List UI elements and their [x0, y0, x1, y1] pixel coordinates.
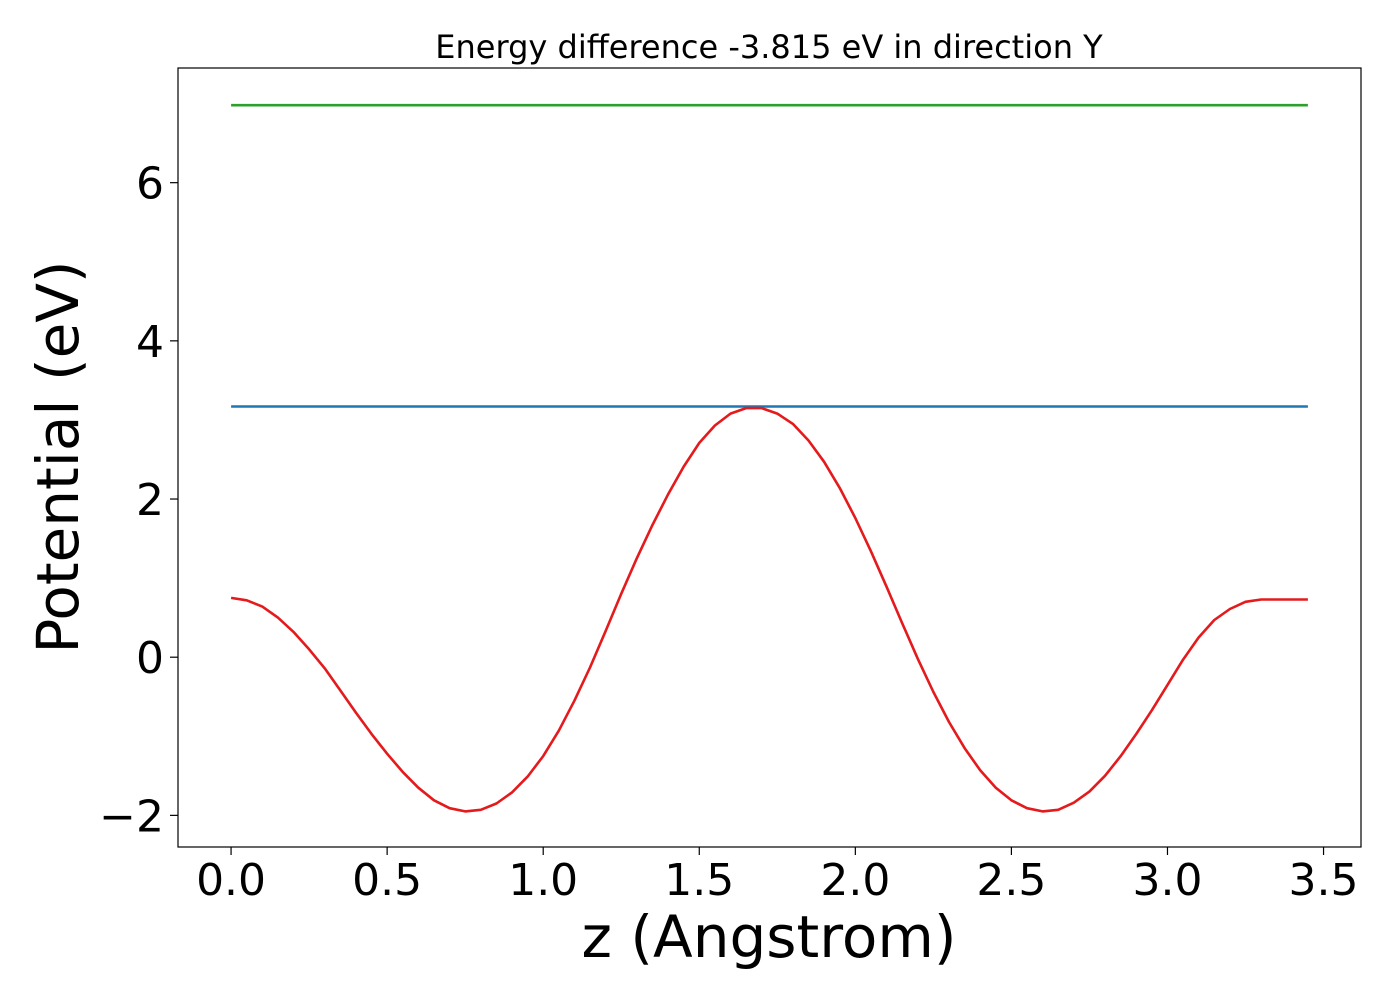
series-layer [230, 103, 1308, 813]
y-tick-label: 4 [136, 317, 164, 368]
x-tick-label: 0.5 [352, 855, 422, 906]
x-tick-label: 1.5 [664, 855, 734, 906]
x-axis-label: z (Angstrom) [582, 903, 957, 971]
x-tick-label: 3.5 [1289, 855, 1359, 906]
x-tick-label: 2.0 [820, 855, 890, 906]
y-axis-label: Potential (eV) [24, 260, 92, 653]
ticks-layer: 0.0 0.5 1.0 1.5 2.0 2.5 3.0 3.5 −2 0 2 4 6 [99, 159, 1358, 906]
x-tick-label: 2.5 [976, 855, 1046, 906]
y-tick-label: −2 [99, 791, 164, 842]
x-tick-label: 3.0 [1132, 855, 1202, 906]
x-tick-label: 0.0 [196, 855, 266, 906]
y-tick-label: 2 [136, 475, 164, 526]
x-tick-label: 1.0 [508, 855, 578, 906]
chart-title: Energy difference -3.815 eV in direction… [435, 28, 1103, 66]
plot-frame [177, 67, 1362, 848]
y-tick-label: 6 [136, 159, 164, 210]
y-tick-label: 0 [136, 633, 164, 684]
series-line-2 [230, 406, 1308, 813]
